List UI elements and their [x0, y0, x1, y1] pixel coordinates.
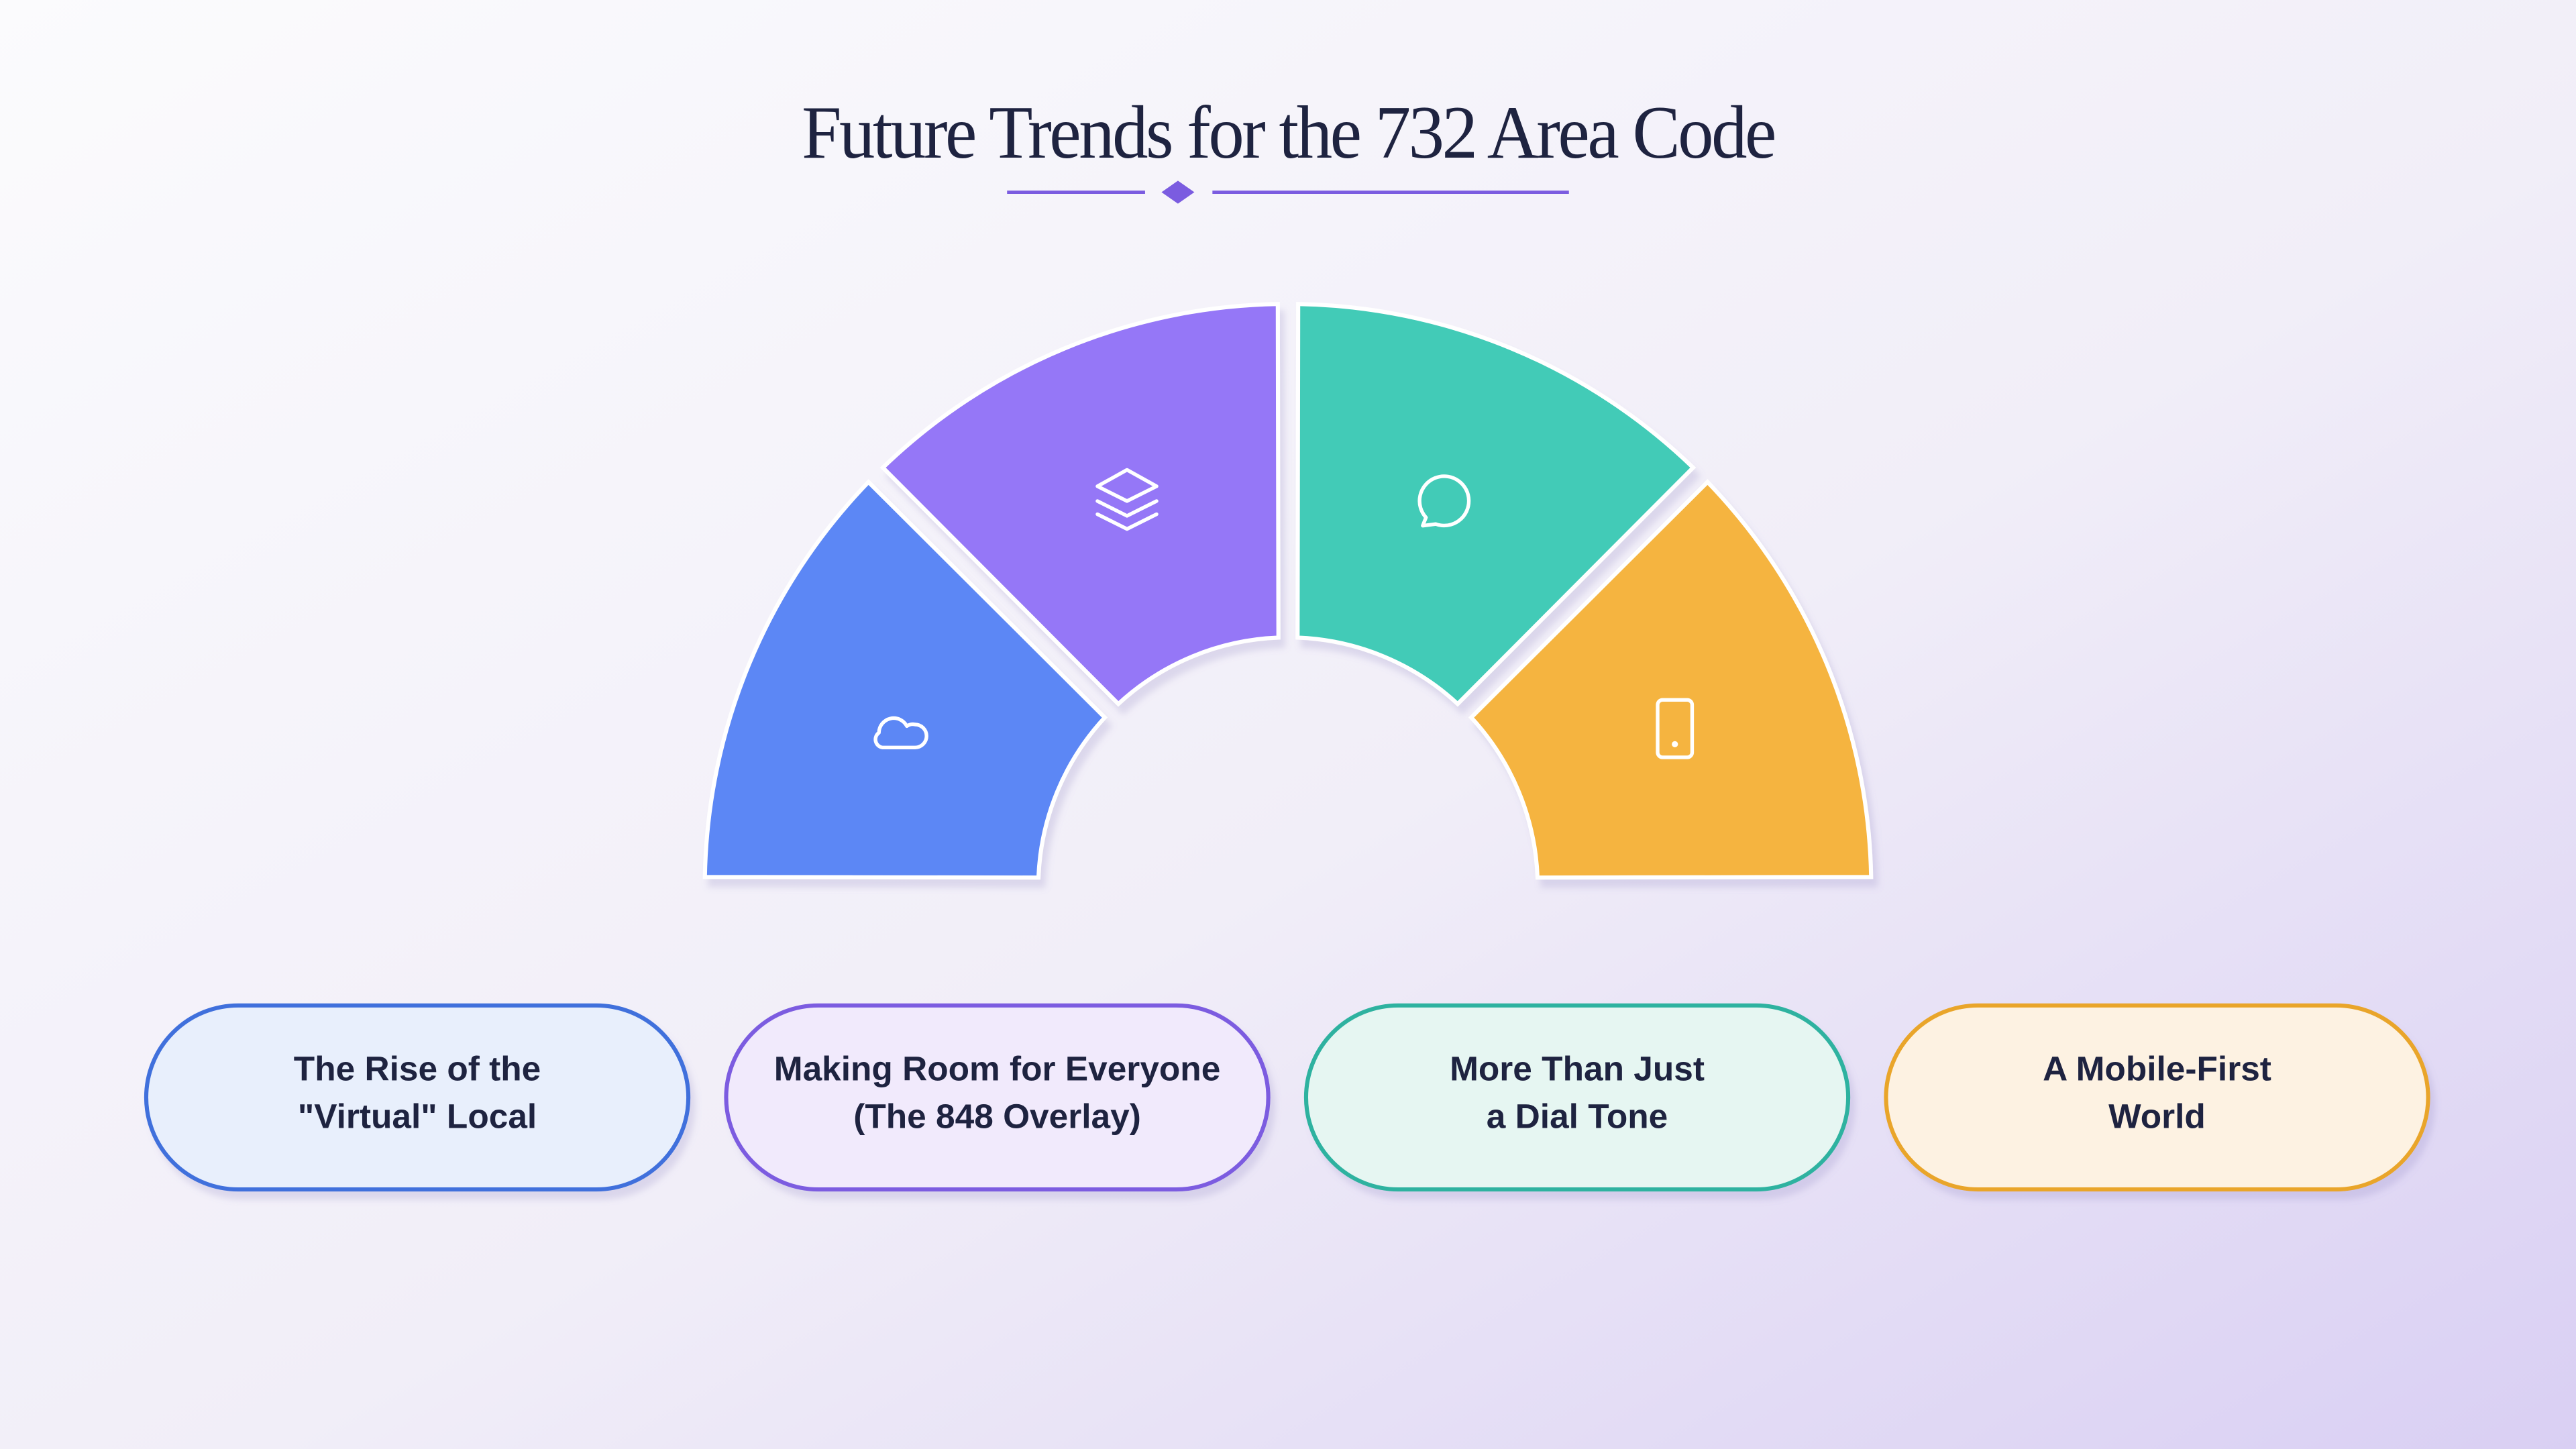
card [724, 1003, 1271, 1192]
card [1884, 1003, 2430, 1192]
phone-icon [1656, 698, 1695, 759]
chat-icon [1417, 474, 1471, 528]
segment [879, 302, 1281, 707]
segment [1295, 302, 1697, 707]
card-label: The Rise of the [294, 1049, 541, 1087]
card-label: (The 848 Overlay) [853, 1096, 1141, 1135]
card-label: Making Room for Everyone [774, 1049, 1221, 1087]
semicircle [702, 302, 1874, 880]
cards: The Rise of the "Virtual" Local Making Roo… [144, 1003, 2430, 1192]
layers-icon [1095, 468, 1159, 531]
card-label: A Mobile-First [2043, 1049, 2271, 1087]
segment [1468, 479, 1874, 880]
card [1303, 1003, 1851, 1192]
card-label: a Dial Tone [1487, 1096, 1668, 1135]
segment [702, 479, 1108, 880]
card-label: More Than Just [1450, 1049, 1705, 1087]
card-label: World [2108, 1096, 2206, 1135]
card [144, 1003, 691, 1192]
card-label: "Virtual" Local [298, 1096, 537, 1135]
cloud-icon [873, 716, 928, 749]
icons [873, 468, 1695, 759]
title: Future Trends for the 732 Area Code [802, 91, 1774, 174]
